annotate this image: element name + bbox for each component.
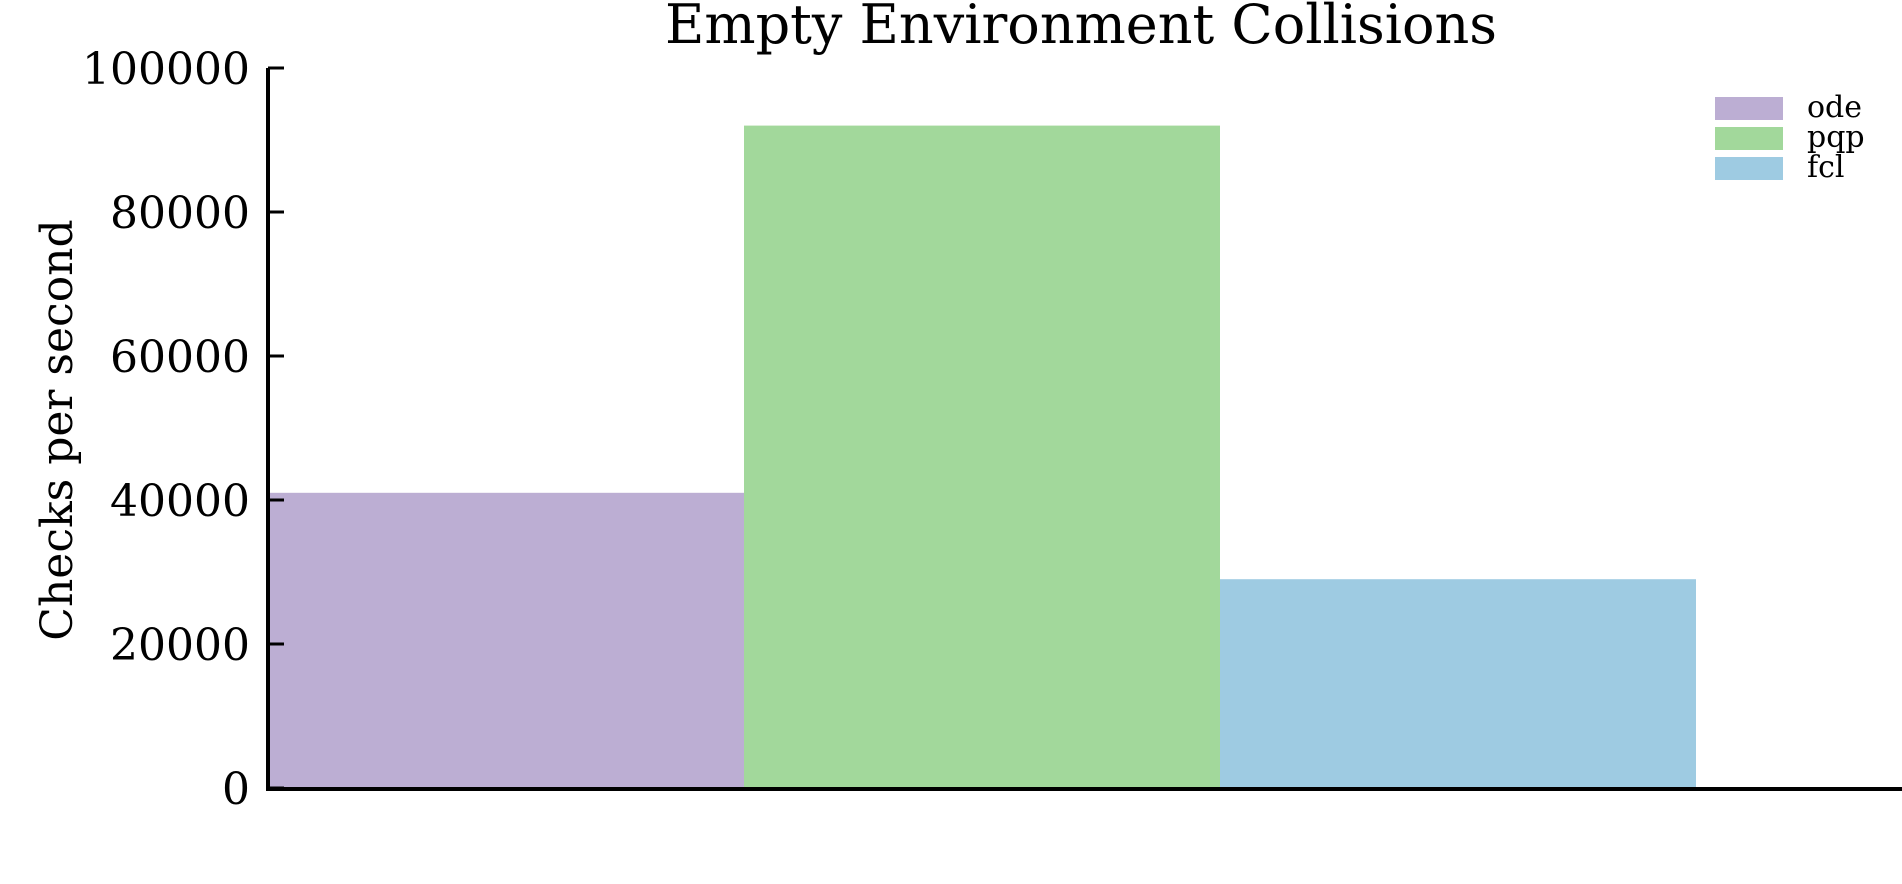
y-tick-label: 80000 <box>110 188 250 239</box>
bar-ode <box>268 492 744 788</box>
y-axis-ticks: 0 20000 40000 60000 80000 100000 <box>82 44 284 815</box>
bar-pqp <box>744 125 1220 789</box>
legend-swatch-ode <box>1715 97 1783 120</box>
legend-swatch-pqp <box>1715 127 1783 150</box>
y-tick-label: 0 <box>222 764 250 815</box>
legend-label-fcl: fcl <box>1807 150 1845 185</box>
bars-group <box>268 125 1696 789</box>
bar-fcl <box>1220 579 1696 788</box>
y-tick-label: 20000 <box>110 620 250 671</box>
y-tick-label: 60000 <box>110 332 250 383</box>
y-tick-label: 40000 <box>110 476 250 527</box>
chart-title: Empty Environment Collisions <box>665 0 1497 56</box>
legend-swatch-fcl <box>1715 157 1783 180</box>
y-axis-label: Checks per second <box>32 219 83 640</box>
legend-label-pqp: pqp <box>1807 120 1865 155</box>
legend-label-ode: ode <box>1807 90 1862 125</box>
y-tick-label: 100000 <box>82 44 250 95</box>
